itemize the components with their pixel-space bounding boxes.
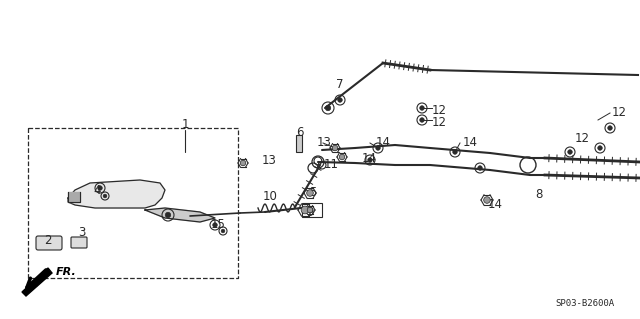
FancyBboxPatch shape	[296, 135, 301, 152]
Circle shape	[420, 106, 424, 110]
Circle shape	[452, 150, 457, 154]
Text: 12: 12	[432, 115, 447, 129]
Text: 6: 6	[296, 127, 304, 139]
Text: 14: 14	[488, 198, 503, 211]
Text: 9: 9	[306, 206, 314, 219]
Text: SP03-B2600A: SP03-B2600A	[556, 299, 615, 308]
Text: 7: 7	[336, 78, 344, 92]
Circle shape	[598, 146, 602, 150]
Text: 11: 11	[324, 159, 339, 172]
Text: 5: 5	[309, 186, 317, 198]
Text: 12: 12	[575, 131, 590, 145]
Polygon shape	[22, 268, 52, 296]
Circle shape	[325, 105, 331, 111]
Circle shape	[484, 197, 490, 203]
Circle shape	[212, 223, 217, 227]
Circle shape	[165, 212, 171, 218]
Text: FR.: FR.	[56, 267, 77, 277]
Text: 4: 4	[93, 183, 100, 197]
Text: 12: 12	[432, 103, 447, 116]
Text: 13: 13	[262, 154, 277, 167]
Text: 8: 8	[535, 189, 542, 202]
Circle shape	[240, 160, 246, 166]
Circle shape	[301, 206, 309, 214]
Circle shape	[338, 98, 342, 102]
Circle shape	[221, 229, 225, 233]
Circle shape	[98, 186, 102, 190]
Text: 14: 14	[463, 137, 478, 150]
Circle shape	[332, 145, 338, 151]
Text: 10: 10	[262, 189, 277, 203]
Circle shape	[376, 146, 380, 150]
FancyBboxPatch shape	[71, 237, 87, 248]
Bar	[302, 203, 322, 217]
Text: 1: 1	[181, 118, 189, 131]
Text: 14: 14	[362, 152, 377, 165]
Circle shape	[568, 150, 572, 154]
Circle shape	[608, 126, 612, 130]
Circle shape	[307, 207, 313, 213]
Text: 13: 13	[317, 137, 332, 150]
Text: 14: 14	[376, 137, 391, 150]
Polygon shape	[68, 180, 165, 208]
Circle shape	[307, 190, 314, 196]
Circle shape	[420, 118, 424, 122]
Text: 12: 12	[612, 107, 627, 120]
Text: 3: 3	[78, 226, 86, 240]
Circle shape	[477, 166, 483, 170]
FancyBboxPatch shape	[36, 236, 62, 250]
Circle shape	[103, 194, 107, 198]
Polygon shape	[68, 192, 80, 202]
Text: 2: 2	[44, 234, 52, 247]
Polygon shape	[145, 208, 215, 222]
Text: 15: 15	[211, 219, 225, 232]
Circle shape	[368, 158, 372, 162]
Circle shape	[339, 154, 345, 160]
